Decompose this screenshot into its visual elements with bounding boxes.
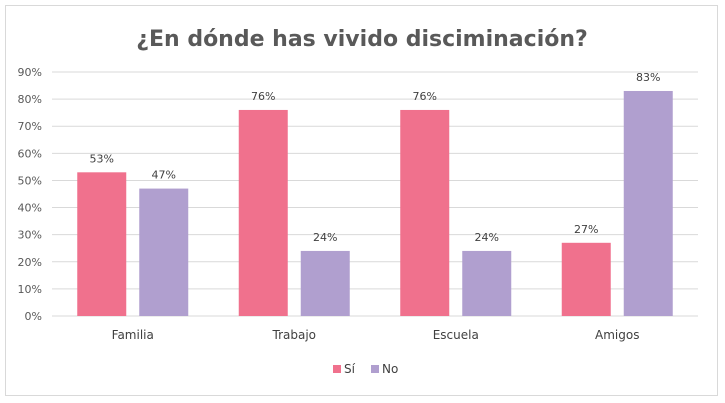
data-label: 53% bbox=[90, 152, 114, 165]
x-axis-category-label: Escuela bbox=[433, 328, 479, 342]
data-label: 83% bbox=[636, 71, 660, 84]
legend-swatch bbox=[371, 365, 379, 373]
y-tick-label: 70% bbox=[18, 120, 42, 133]
y-tick-label: 60% bbox=[18, 147, 42, 160]
bar bbox=[238, 109, 288, 316]
bars bbox=[77, 90, 673, 316]
chart-title: ¿En dónde has vivido disciminación? bbox=[136, 27, 588, 52]
y-tick-label: 40% bbox=[18, 202, 42, 215]
data-label: 27% bbox=[574, 223, 598, 236]
y-tick-label: 10% bbox=[18, 283, 42, 296]
x-axis-category-label: Trabajo bbox=[272, 328, 317, 342]
x-axis-categories: Familia Trabajo Escuela Amigos bbox=[112, 328, 640, 342]
x-axis-category-label: Familia bbox=[112, 328, 154, 342]
data-label: 24% bbox=[313, 231, 337, 244]
bar bbox=[400, 109, 450, 316]
bar bbox=[623, 90, 673, 316]
bar bbox=[77, 172, 127, 316]
legend-label: Sí bbox=[344, 362, 356, 376]
y-tick-label: 0% bbox=[25, 310, 42, 323]
y-tick-label: 80% bbox=[18, 93, 42, 106]
bar bbox=[462, 250, 512, 316]
y-tick-label: 20% bbox=[18, 256, 42, 269]
bar bbox=[300, 250, 350, 316]
data-label: 24% bbox=[475, 231, 499, 244]
legend-swatch bbox=[333, 365, 341, 373]
y-tick-label: 50% bbox=[18, 174, 42, 187]
x-axis-category-label: Amigos bbox=[595, 328, 639, 342]
legend: Sí No bbox=[333, 362, 398, 376]
data-label: 47% bbox=[152, 169, 176, 182]
data-label: 76% bbox=[413, 90, 437, 103]
data-label: 76% bbox=[251, 90, 275, 103]
data-labels: 53% 47% 76% 24% 76% 24% 27% 83% bbox=[90, 71, 661, 244]
y-tick-label: 90% bbox=[18, 66, 42, 79]
y-axis-ticks: 0% 10% 20% 30% 40% 50% 60% 70% 80% 90% bbox=[18, 66, 42, 323]
legend-label: No bbox=[382, 362, 398, 376]
y-tick-label: 30% bbox=[18, 229, 42, 242]
bar bbox=[561, 242, 611, 316]
bar bbox=[139, 188, 189, 316]
